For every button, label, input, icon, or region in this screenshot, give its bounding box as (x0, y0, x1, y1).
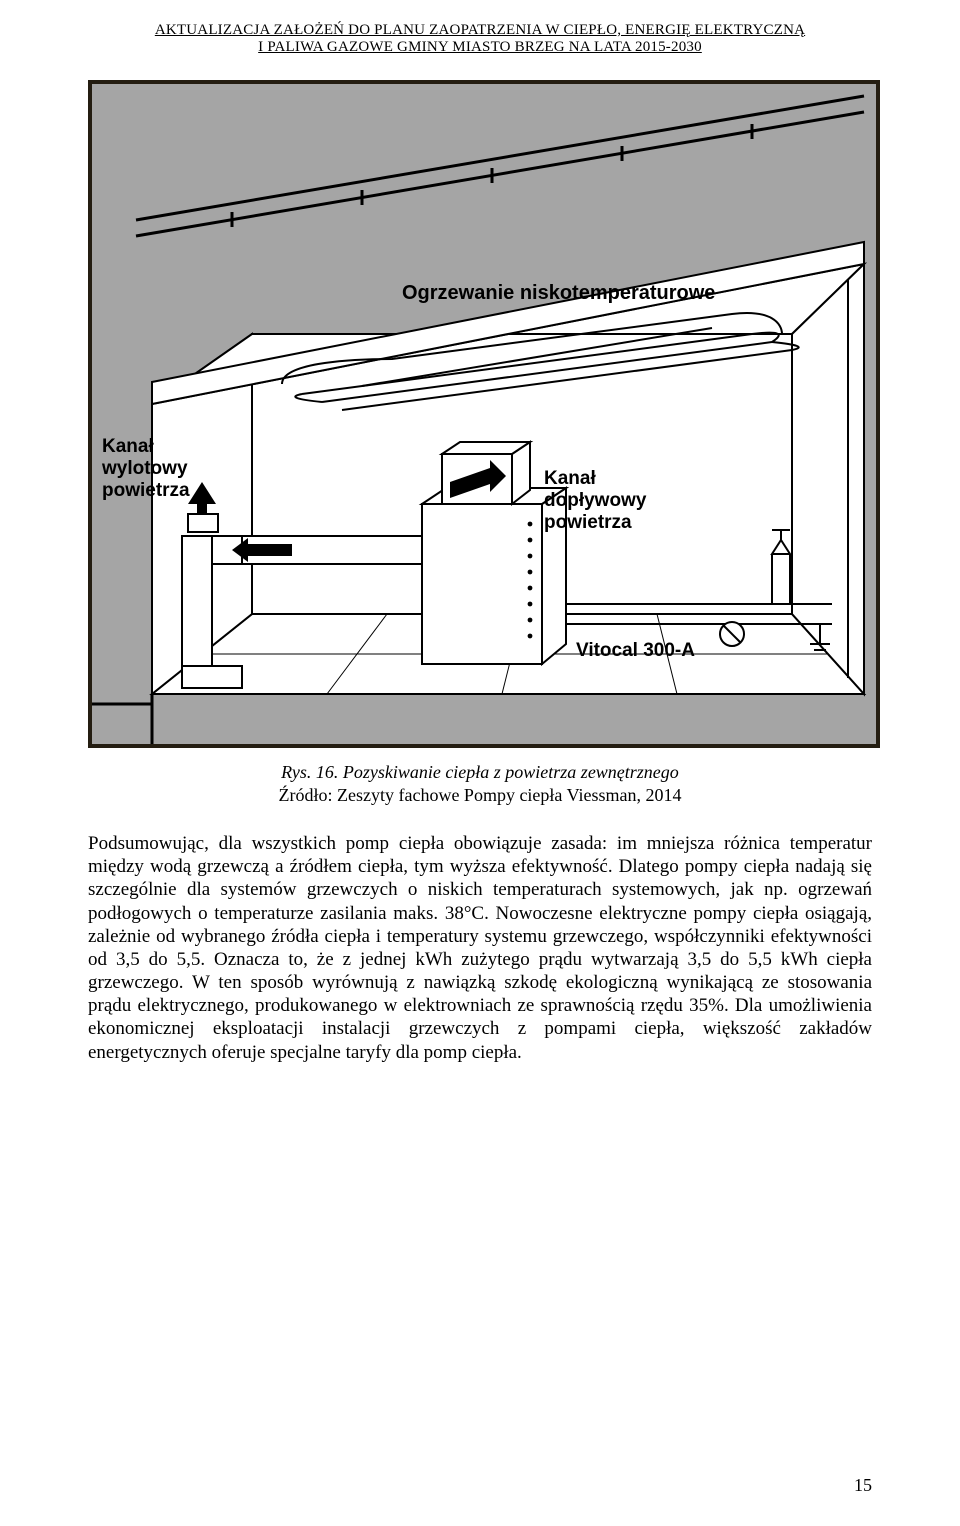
label-left-1: Kanał (102, 436, 154, 457)
page: AKTUALIZACJA ZAŁOŻEŃ DO PLANU ZAOPATRZEN… (0, 0, 960, 1526)
figure-diagram: Ogrzewanie niskotemperaturowe Kanał wylo… (88, 80, 880, 748)
label-top: Ogrzewanie niskotemperaturowe (402, 282, 715, 304)
label-mid-3: powietrza (544, 512, 632, 533)
label-mid-2: dopływowy (544, 490, 647, 511)
figure-caption: Rys. 16. Pozyskiwanie ciepła z powietrza… (88, 762, 872, 783)
document-header: AKTUALIZACJA ZAŁOŻEŃ DO PLANU ZAOPATRZEN… (88, 22, 872, 56)
body-paragraph: Podsumowując, dla wszystkich pomp ciepła… (88, 832, 872, 1064)
page-number: 15 (854, 1475, 872, 1496)
header-line-1: AKTUALIZACJA ZAŁOŻEŃ DO PLANU ZAOPATRZEN… (88, 22, 872, 39)
figure-source: Źródło: Zeszyty fachowe Pompy ciepła Vie… (88, 785, 872, 806)
header-line-2: I PALIWA GAZOWE GMINY MIASTO BRZEG NA LA… (88, 39, 872, 56)
label-left-3: powietrza (102, 480, 190, 501)
label-mid-1: Kanał (544, 468, 596, 489)
diagram-svg: Ogrzewanie niskotemperaturowe Kanał wylo… (92, 84, 876, 744)
label-left-2: wylotowy (101, 458, 188, 479)
label-unit: Vitocal 300-A (576, 640, 695, 661)
